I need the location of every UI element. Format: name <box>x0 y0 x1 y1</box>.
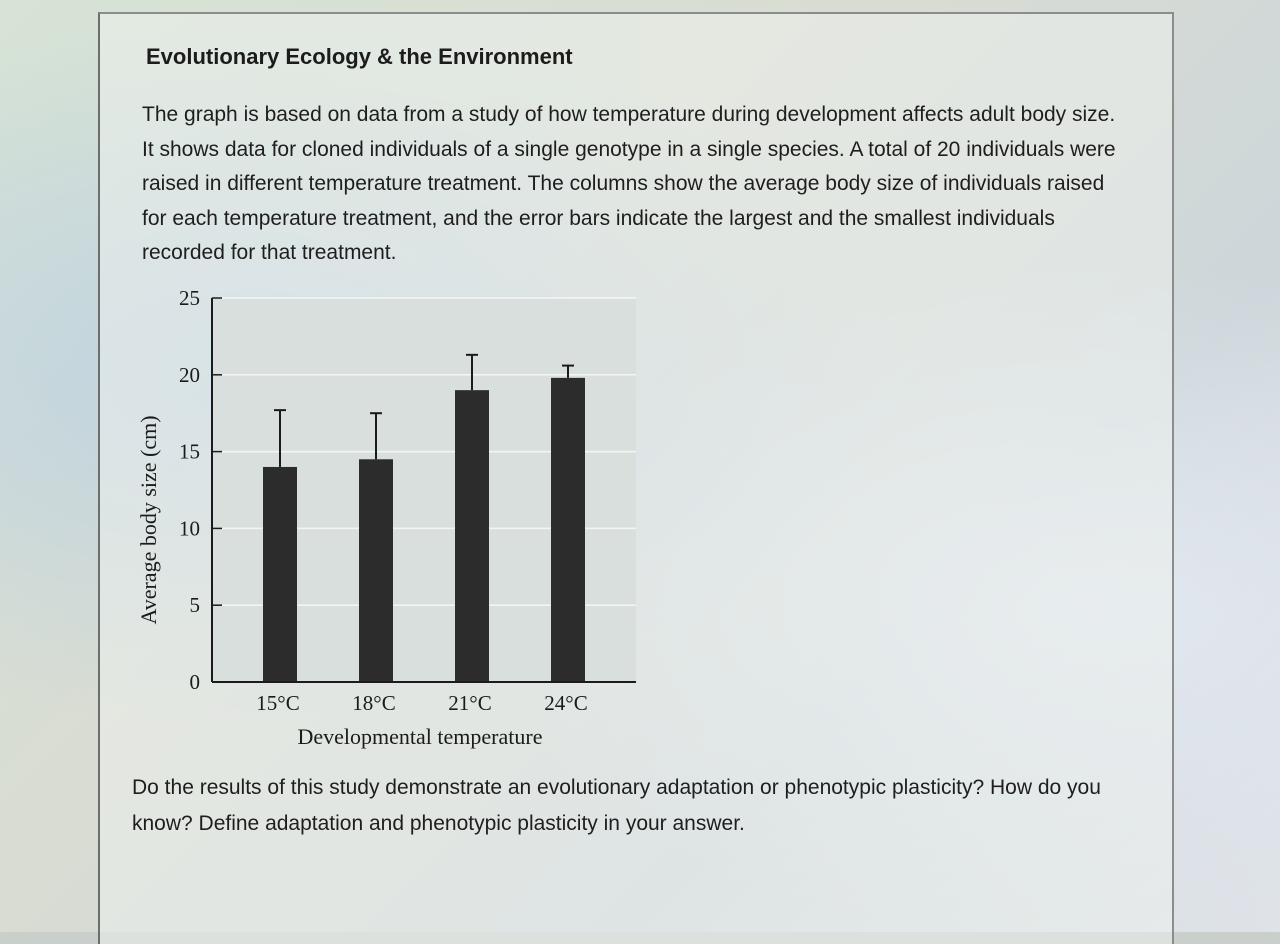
axes <box>211 297 636 683</box>
y-tick-label: 10 <box>179 516 200 540</box>
x-axis-title: Developmental temperature <box>298 724 543 749</box>
problem-description: The graph is based on data from a study … <box>142 103 1116 264</box>
bar <box>359 459 393 682</box>
y-tick-label: 20 <box>179 363 200 387</box>
x-tick-label: 21°C <box>448 691 491 715</box>
x-tick-label: 24°C <box>544 691 587 715</box>
y-axis-title: Average body size (cm) <box>136 415 161 624</box>
y-tick-label: 15 <box>179 440 200 464</box>
y-tick-label: 5 <box>190 593 201 617</box>
bar <box>263 466 297 682</box>
bar <box>455 390 489 682</box>
body-size-bar-chart: 0 5 10 15 20 25 15°C 18°C 21°C 24°C Developmenta… <box>136 286 636 749</box>
x-tick-labels: 15°C 18°C 21°C 24°C <box>256 691 587 715</box>
page-heading: Evolutionary Ecology & the Environment <box>146 44 573 69</box>
error-bars <box>274 353 574 467</box>
question-text: Do the results of this study demonstrate… <box>132 776 1101 835</box>
y-tick-labels: 0 5 10 15 20 25 <box>179 286 200 694</box>
bar <box>551 377 585 682</box>
x-tick-label: 15°C <box>256 691 299 715</box>
y-tick-label: 25 <box>179 286 200 310</box>
y-tick-label: 0 <box>190 670 201 694</box>
bars <box>263 377 585 682</box>
x-tick-label: 18°C <box>352 691 395 715</box>
